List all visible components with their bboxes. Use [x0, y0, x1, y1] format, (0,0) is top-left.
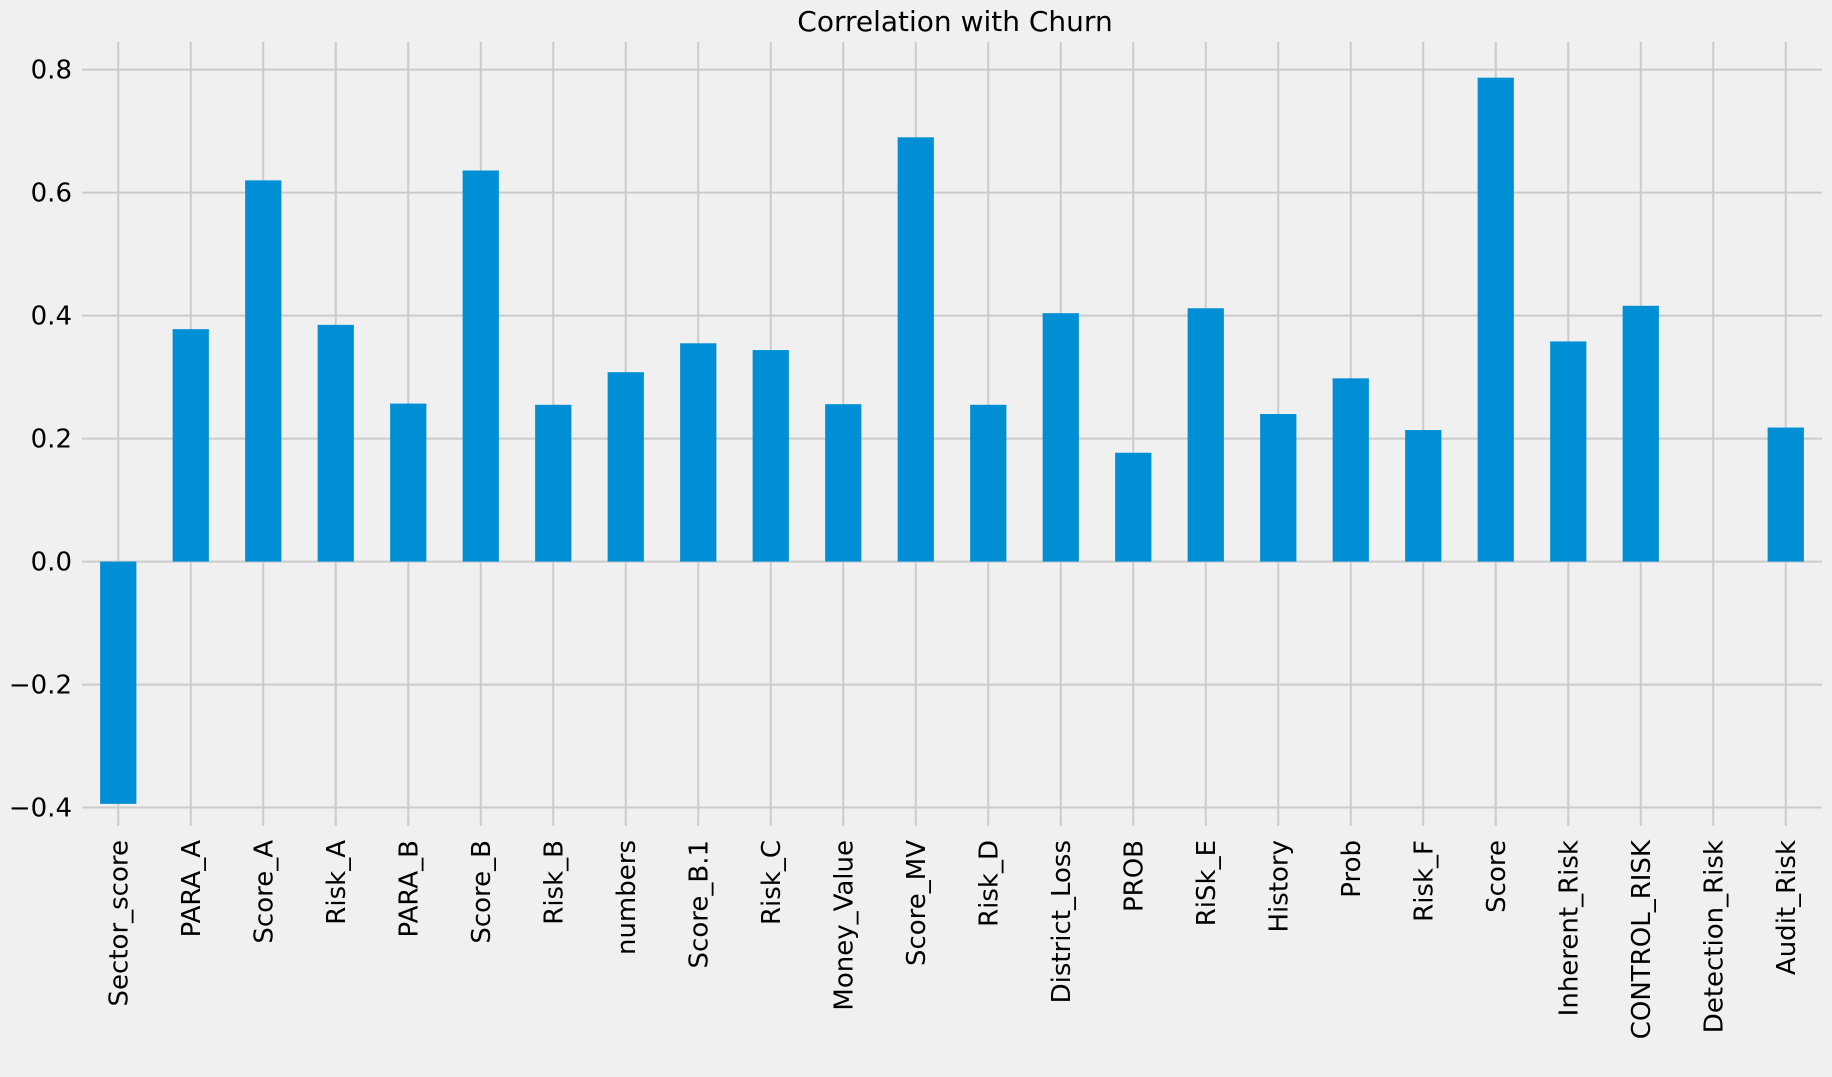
x-tick-label: Score — [1482, 840, 1512, 913]
x-tick-label: Score_B.1 — [684, 840, 714, 968]
y-axis-ticks: −0.4 −0.2 0.0 0.2 0.4 0.6 0.8 — [9, 56, 72, 824]
bar — [1767, 427, 1804, 562]
bar — [1115, 452, 1152, 562]
x-tick-label: Detection_Risk — [1699, 840, 1729, 1033]
x-tick-label: RiSk_E — [1192, 840, 1222, 926]
bar — [1477, 77, 1514, 562]
x-tick-label: PARA_A — [177, 840, 207, 938]
bar — [1550, 341, 1587, 562]
x-tick-label: Sector_score — [104, 840, 134, 1006]
bar — [535, 404, 572, 562]
bar — [172, 329, 209, 562]
bar — [317, 324, 354, 562]
y-tick-label: 0.4 — [31, 302, 72, 332]
x-tick-label: numbers — [612, 840, 642, 955]
y-tick-label: −0.2 — [9, 671, 72, 701]
bar — [390, 403, 427, 562]
x-tick-label: Risk_A — [322, 840, 352, 925]
x-tick-label: CONTROL_RISK — [1627, 839, 1657, 1039]
chart-title: Correlation with Churn — [797, 5, 1112, 38]
x-tick-label: Risk_D — [974, 840, 1004, 927]
x-tick-label: District_Loss — [1047, 840, 1077, 1003]
y-tick-label: 0.0 — [31, 548, 72, 578]
x-tick-label: PROB — [1119, 840, 1149, 912]
x-tick-label: Risk_F — [1409, 840, 1439, 922]
x-axis-ticks: Sector_score PARA_A Score_A Risk_A PARA_B Sco… — [104, 839, 1802, 1039]
bar — [970, 404, 1007, 562]
x-tick-label: Risk_C — [757, 840, 787, 925]
bar — [462, 170, 499, 562]
x-tick-label: Score_MV — [902, 840, 932, 966]
bar — [607, 372, 644, 562]
bar — [825, 404, 862, 562]
bars — [100, 77, 1804, 804]
bar — [897, 137, 934, 562]
x-tick-label: History — [1264, 840, 1294, 933]
y-tick-label: 0.2 — [31, 425, 72, 455]
x-tick-label: PARA_B — [394, 840, 424, 937]
bar — [100, 561, 137, 804]
x-tick-label: Inherent_Risk — [1554, 840, 1584, 1016]
x-tick-label: Audit_Risk — [1772, 840, 1802, 975]
x-tick-label: Score_A — [249, 840, 279, 944]
x-tick-label: Prob — [1337, 840, 1367, 898]
bar — [752, 350, 789, 562]
bar — [1405, 430, 1442, 562]
bar — [1042, 313, 1079, 562]
y-tick-label: 0.8 — [31, 56, 72, 86]
bar — [1260, 414, 1297, 562]
x-tick-label: Risk_B — [539, 840, 569, 925]
y-tick-label: 0.6 — [31, 179, 72, 209]
bar — [1332, 378, 1369, 562]
bar — [1622, 305, 1659, 562]
x-tick-label: Score_B — [467, 840, 497, 944]
y-tick-label: −0.4 — [9, 794, 72, 824]
x-tick-label: Money_Value — [829, 840, 859, 1011]
bar — [1187, 308, 1224, 562]
bar — [245, 180, 282, 562]
bar — [680, 343, 717, 562]
